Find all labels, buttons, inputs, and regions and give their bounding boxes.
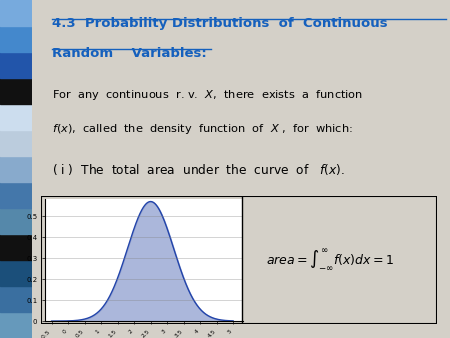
Bar [0,104,32,130]
Text: $area = \int_{-\infty}^{\infty} f(x)dx = 1$: $area = \int_{-\infty}^{\infty} f(x)dx =… [266,248,394,273]
Bar [0,182,32,208]
Bar [0,156,32,182]
Bar [0,286,32,312]
Bar [0,0,32,26]
Bar [0,78,32,104]
Bar [0,52,32,78]
Bar [0,312,32,338]
Text: $f(x)$,  called  the  density  function  of  $X$ ,  for  which:: $f(x)$, called the density function of $… [52,122,353,136]
Text: For  any  continuous  r. v.  $X$,  there  exists  a  function: For any continuous r. v. $X$, there exis… [52,88,364,102]
Bar [0,234,32,260]
Bar [0,26,32,52]
Text: 4.3  Probability Distributions  of  Continuous: 4.3 Probability Distributions of Continu… [52,17,388,30]
Bar [0,130,32,156]
Bar [0,208,32,234]
Text: ( i )  The  total  area  under  the  curve  of   $f(x)$.: ( i ) The total area under the curve of … [52,162,346,177]
Bar [0,260,32,286]
Text: Random    Variables:: Random Variables: [52,47,207,60]
